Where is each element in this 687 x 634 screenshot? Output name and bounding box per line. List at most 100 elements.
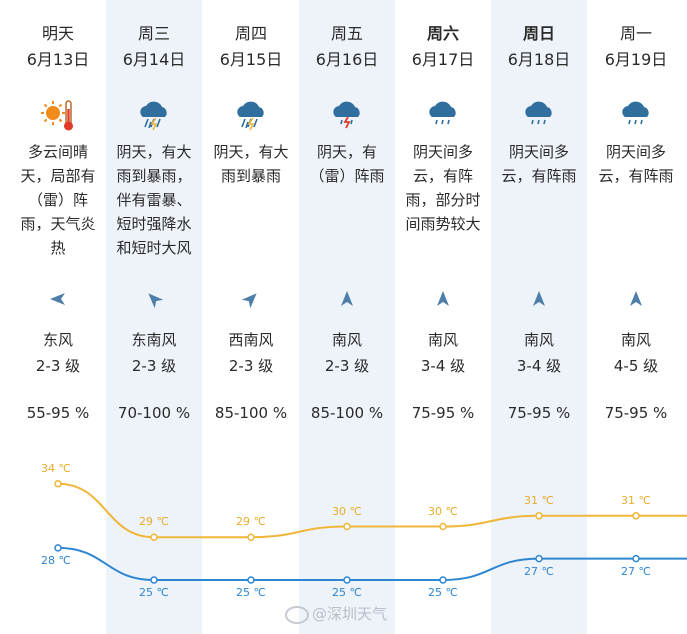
wind-level: 2-3 级 bbox=[324, 357, 370, 375]
day-name: 周日 bbox=[522, 24, 555, 43]
weather-description: 阴天，有 （雷）阵雨 bbox=[299, 140, 395, 188]
wind-direction: 南风 bbox=[620, 331, 651, 349]
wind-direction: 东南风 bbox=[131, 331, 177, 349]
weather-description: 阴天间多云，有阵雨 bbox=[588, 140, 684, 188]
description-line: （雷）阵 bbox=[27, 191, 88, 209]
day-column: 明天 6月13日 多云间晴 天，局部有 （雷）阵 雨，天气炎热东风 2-3 级 55-95 % bbox=[10, 0, 106, 634]
description-line: 阴天间多 bbox=[605, 143, 666, 161]
high-temp-label: 30 ℃ bbox=[332, 504, 362, 518]
weather-description: 阴天间多云，有阵雨 bbox=[491, 140, 587, 188]
wind-level: 4-5 级 bbox=[613, 357, 659, 375]
high-temp-point bbox=[343, 522, 351, 531]
low-temp-label: 25 ℃ bbox=[139, 586, 169, 599]
humidity: 85-100 % bbox=[310, 404, 384, 422]
wind-southeast-arrow-icon bbox=[106, 288, 202, 310]
wind-direction: 南风 bbox=[331, 331, 362, 349]
description-line: 阴天间多 bbox=[508, 143, 569, 161]
humidity: 75-95 % bbox=[507, 404, 571, 422]
weather-description: 阴天，有大雨到暴雨 bbox=[203, 140, 299, 188]
wind-level: 2-3 级 bbox=[35, 357, 81, 375]
day-date: 6月14日 bbox=[122, 50, 186, 69]
description-line: 阴天，有大 bbox=[116, 143, 192, 161]
watermark-text: @深圳天气 bbox=[312, 605, 388, 623]
high-temp-point bbox=[439, 522, 447, 531]
high-temp-point bbox=[150, 533, 158, 541]
humidity: 55-95 % bbox=[26, 404, 90, 422]
high-temp-label: 31 ℃ bbox=[524, 493, 554, 507]
high-temp-point bbox=[632, 512, 640, 520]
description-line: 阴天，有大 bbox=[213, 143, 289, 161]
wind-south-arrow-icon bbox=[491, 288, 587, 310]
wind-southwest-arrow-icon bbox=[203, 288, 299, 310]
description-line: 伴有雷暴、 bbox=[116, 191, 192, 209]
wind-level: 2-3 级 bbox=[131, 357, 177, 375]
high-temp-line bbox=[57, 482, 687, 539]
day-name: 周六 bbox=[426, 24, 459, 43]
wind-south-arrow-icon bbox=[299, 288, 395, 310]
description-line: 云，有阵 bbox=[412, 167, 473, 185]
weather-description: 阴天间多 云，有阵 雨，部分时 间雨势较大 bbox=[395, 140, 491, 236]
wind-direction: 西南风 bbox=[228, 331, 274, 349]
heavy-rain-icon bbox=[203, 95, 299, 135]
description-line: 云，有阵雨 bbox=[598, 167, 674, 185]
description-line: 雨，天气炎 bbox=[20, 215, 96, 233]
day-column: 周四 6月15日 阴天，有大 雨到暴雨 西南风 2-3 级 85-100 % bbox=[203, 0, 299, 634]
low-temp-line bbox=[57, 546, 687, 582]
description-line: （雷）阵雨 bbox=[309, 167, 385, 185]
day-column: 周一 6月19日阴天间多云，有阵雨南风 4-5 级 75-95 % bbox=[588, 0, 684, 634]
sunny-hot-icon bbox=[10, 95, 106, 135]
description-line: 间雨势较大 bbox=[405, 215, 481, 233]
wind-south-arrow-icon bbox=[588, 288, 684, 310]
description-line: 雨到暴雨 bbox=[220, 167, 281, 185]
day-date: 6月18日 bbox=[507, 50, 571, 69]
high-temp-point bbox=[535, 512, 543, 520]
low-temp-label: 25 ℃ bbox=[236, 586, 266, 599]
humidity: 75-95 % bbox=[604, 404, 668, 422]
day-date: 6月19日 bbox=[604, 50, 668, 69]
description-line: 雨，部分时 bbox=[405, 191, 481, 209]
description-line: 和短时大风 bbox=[116, 239, 192, 257]
shower-icon bbox=[588, 95, 684, 135]
description-line: 阴天，有 bbox=[316, 143, 377, 161]
wind-direction: 南风 bbox=[523, 331, 554, 349]
low-temp-label: 25 ℃ bbox=[428, 586, 458, 599]
day-name: 周四 bbox=[234, 24, 267, 43]
shower-icon bbox=[491, 95, 587, 135]
day-name: 周五 bbox=[330, 24, 363, 43]
weibo-logo-icon bbox=[285, 605, 309, 624]
humidity: 85-100 % bbox=[214, 404, 288, 422]
humidity: 75-95 % bbox=[411, 404, 475, 422]
high-temp-point bbox=[247, 533, 255, 541]
watermark: @深圳天气 bbox=[285, 603, 387, 624]
wind-direction: 南风 bbox=[427, 331, 458, 349]
description-line: 多云间晴 bbox=[27, 143, 88, 161]
description-line: 短时强降水 bbox=[116, 215, 192, 233]
low-temp-label: 27 ℃ bbox=[621, 564, 651, 578]
day-name: 周三 bbox=[137, 24, 170, 43]
shower-icon bbox=[395, 95, 491, 135]
high-temp-label: 29 ℃ bbox=[236, 515, 266, 529]
weather-description: 阴天，有大 雨到暴雨， 伴有雷暴、 短时强降水 和短时大风 bbox=[106, 140, 202, 260]
day-date: 6月17日 bbox=[411, 50, 475, 69]
heavy-rain-icon bbox=[106, 95, 202, 135]
low-temp-point bbox=[150, 576, 158, 584]
description-line: 热 bbox=[50, 239, 66, 257]
thunder-shower-icon bbox=[299, 95, 395, 135]
description-line: 云，有阵雨 bbox=[501, 167, 577, 185]
wind-east-arrow-icon bbox=[10, 288, 106, 310]
low-temp-point bbox=[535, 554, 543, 563]
day-column: 周三 6月14日 阴天，有大 雨到暴雨， 伴有雷暴、 短时强降水 和短时大风 东南风 2-3 级… bbox=[106, 0, 202, 634]
high-temp-label: 29 ℃ bbox=[139, 515, 169, 529]
weather-description: 多云间晴 天，局部有 （雷）阵 雨，天气炎热 bbox=[10, 140, 106, 260]
low-temp-point bbox=[343, 576, 351, 584]
day-name: 周一 bbox=[619, 24, 652, 43]
day-name: 明天 bbox=[41, 24, 74, 43]
wind-south-arrow-icon bbox=[395, 288, 491, 310]
wind-level: 2-3 级 bbox=[228, 357, 274, 375]
wind-level: 3-4 级 bbox=[420, 357, 466, 375]
low-temp-label: 28 ℃ bbox=[41, 553, 71, 567]
low-temp-point bbox=[247, 576, 255, 584]
low-temp-point bbox=[439, 576, 447, 584]
wind-direction: 东风 bbox=[42, 331, 73, 349]
